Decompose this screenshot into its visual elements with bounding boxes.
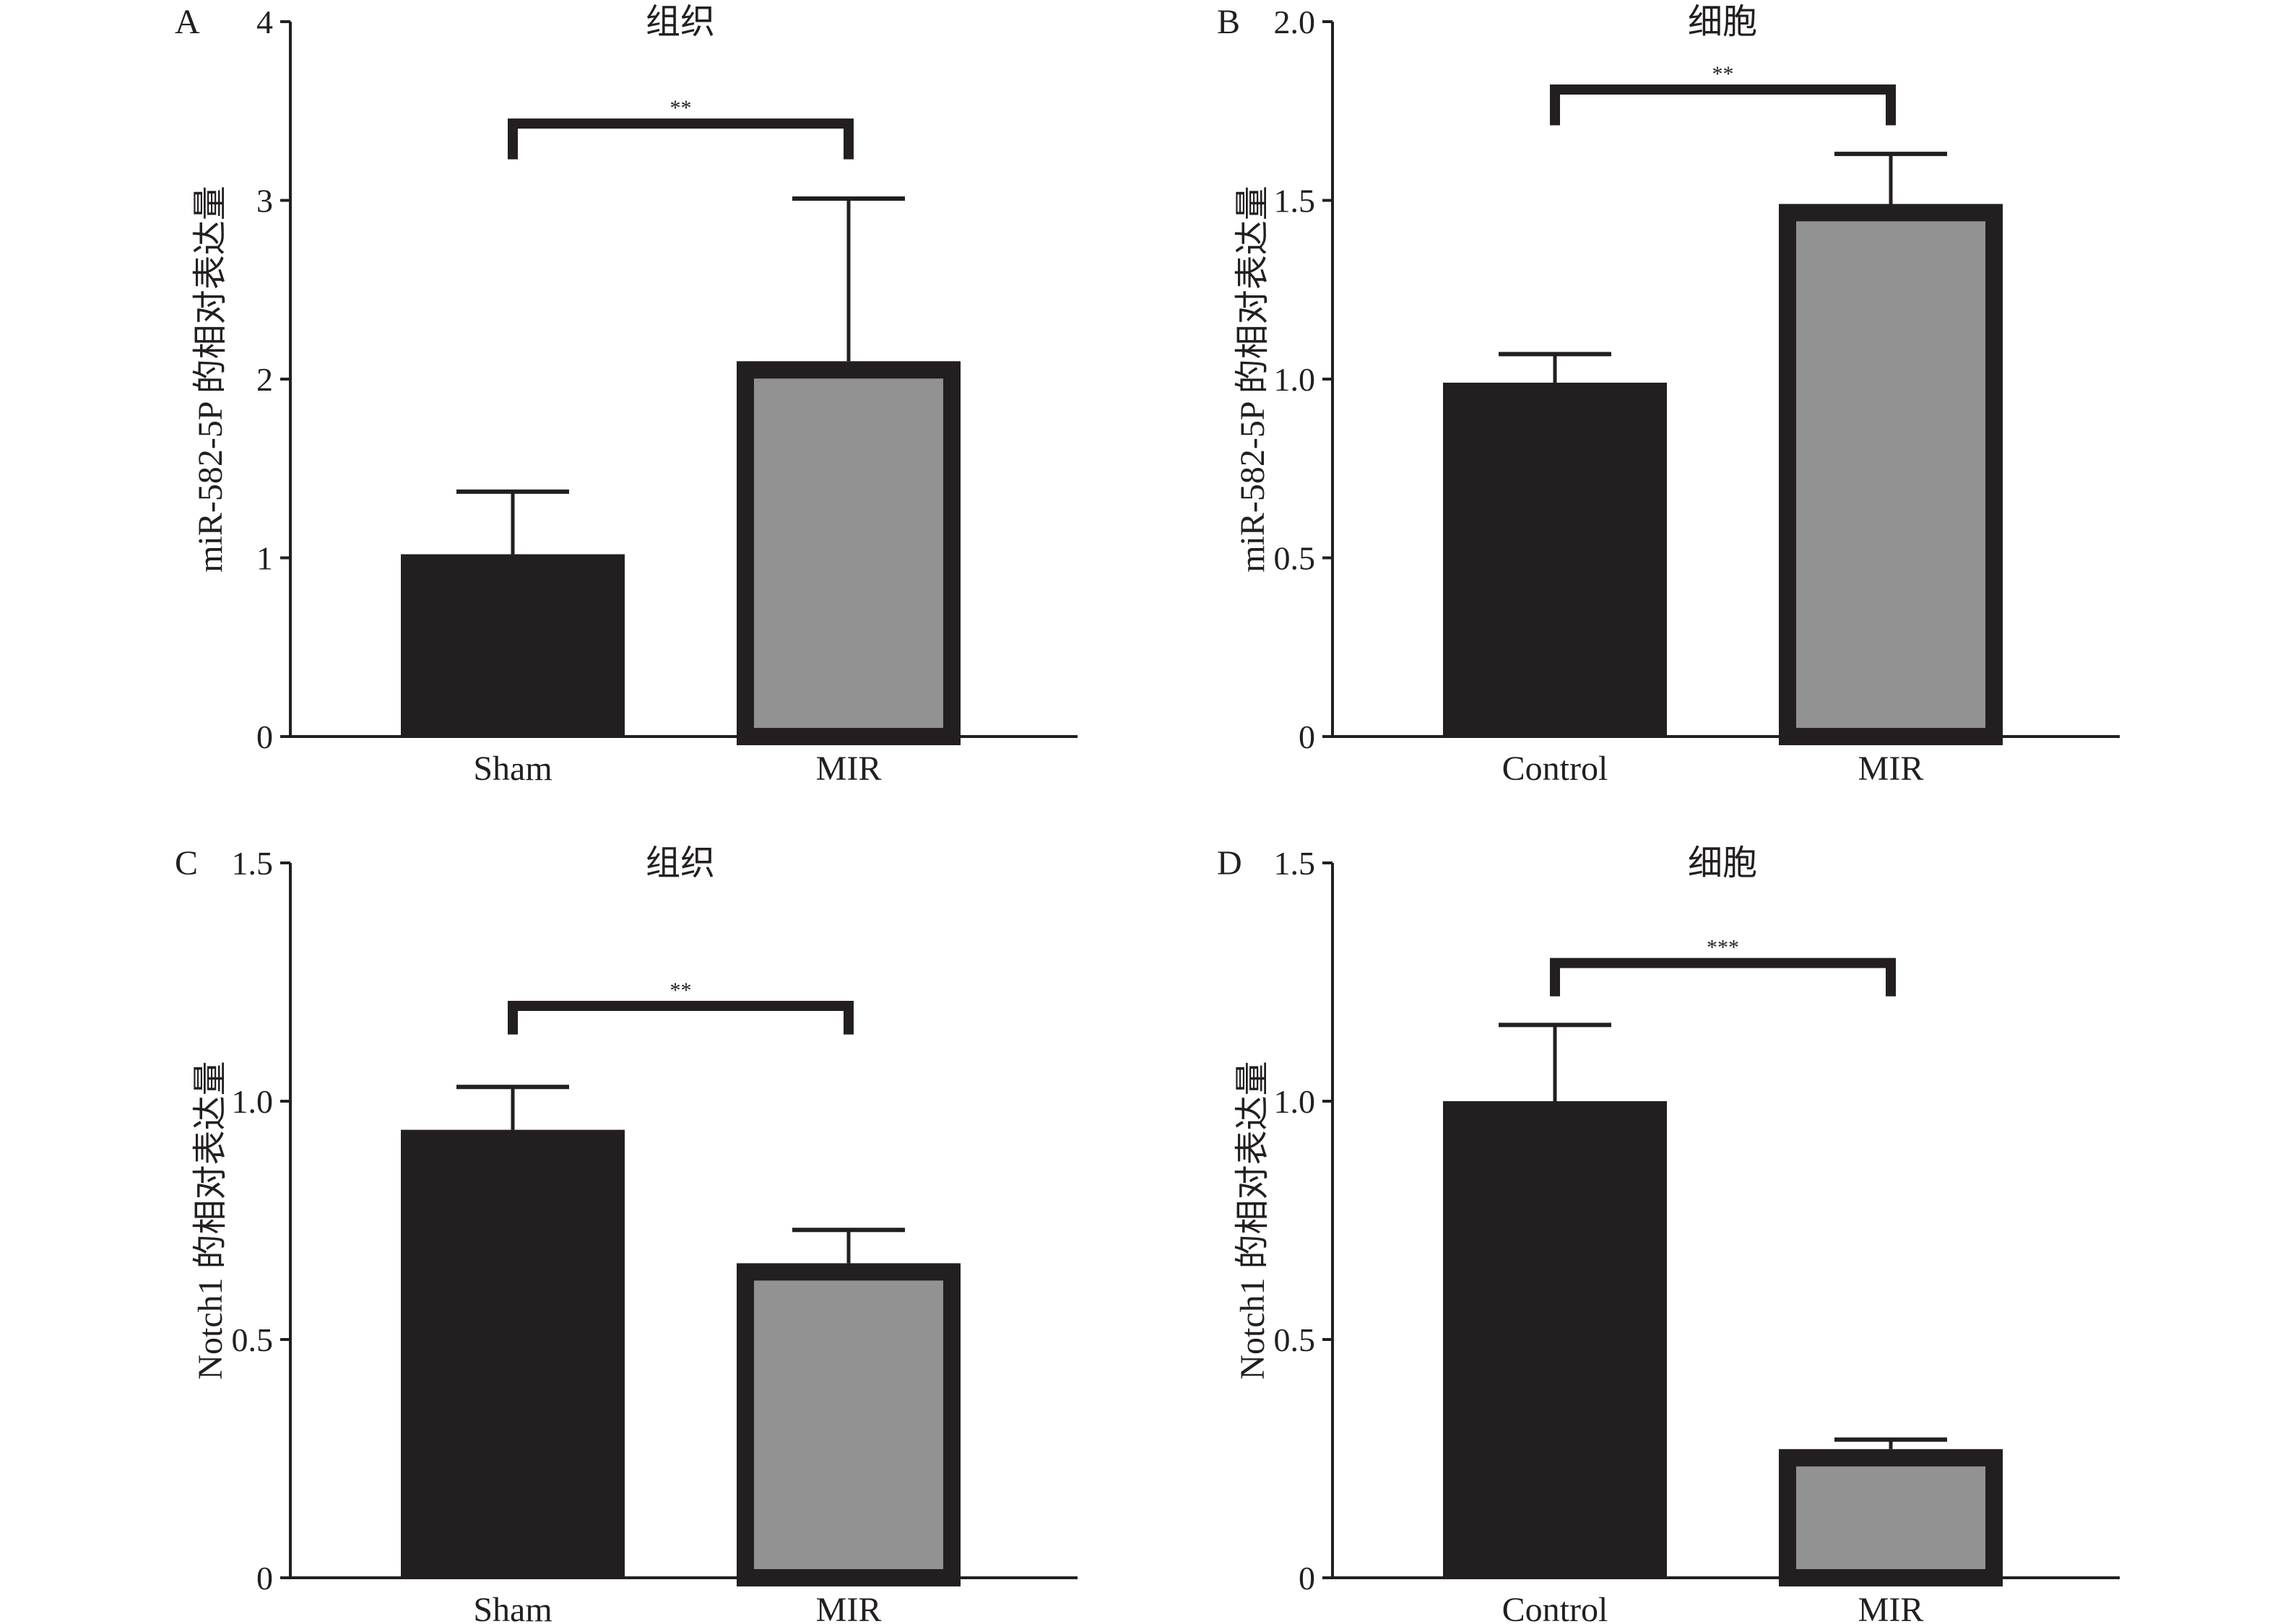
x-tick-label: Sham	[473, 1591, 552, 1624]
chart-title: 组织	[646, 844, 715, 882]
x-tick-label: Control	[1502, 1591, 1608, 1624]
y-tick-label: 0.5	[1274, 540, 1316, 577]
y-axis-label: miR-582-5P 的相对表达量	[1234, 186, 1272, 573]
x-tick-label: MIR	[816, 1591, 882, 1624]
significance-bracket	[508, 1001, 854, 1035]
y-tick-label: 1	[256, 540, 273, 577]
panel-letter: B	[1217, 3, 1240, 41]
bar-mir	[1779, 204, 2003, 745]
y-tick-label: 1.5	[1274, 183, 1316, 220]
bar-sham	[401, 1129, 625, 1578]
significance-label: ***	[1707, 936, 1739, 960]
y-tick-label: 1.0	[232, 1083, 274, 1120]
chart-title: 细胞	[1688, 844, 1757, 882]
panel-letter: D	[1217, 844, 1242, 882]
panel-c: C 组织 Notch1 的相对表达量 0 0.5 1.0 1.5 Sham MIR **	[175, 844, 1078, 1624]
significance-bracket	[1550, 84, 1896, 126]
y-tick-label: 1.0	[1274, 361, 1316, 398]
panel-b: B 细胞 miR-582-5P 的相对表达量 0 0.5 1.0 1.5 2.0 Control…	[1217, 3, 2120, 788]
x-tick-label: Sham	[473, 750, 552, 788]
significance-label: **	[1712, 62, 1734, 86]
significance-label: **	[670, 978, 692, 1002]
y-tick-label: 0.5	[232, 1321, 274, 1358]
bar-mir	[1779, 1449, 2003, 1587]
y-tick-label: 2	[256, 361, 273, 398]
bar-mir	[737, 361, 961, 745]
y-axis-label: miR-582-5P 的相对表达量	[191, 186, 230, 573]
bar-control	[1443, 1101, 1667, 1578]
y-tick-label: 2.0	[1274, 4, 1316, 40]
y-tick-label: 4	[256, 4, 273, 40]
y-tick-label: 1.5	[232, 845, 274, 882]
y-tick-label: 0.5	[1274, 1321, 1316, 1358]
bar-control	[1443, 382, 1667, 737]
significance-bracket	[1550, 958, 1896, 996]
y-tick-label: 3	[256, 183, 273, 220]
panel-letter: A	[175, 3, 200, 41]
y-axis-label: Notch1 的相对表达量	[1234, 1061, 1272, 1379]
panel-letter: C	[175, 844, 198, 882]
bar-mir	[737, 1263, 961, 1587]
y-tick-label: 0	[1299, 1560, 1315, 1597]
x-tick-label: MIR	[1858, 1591, 1924, 1624]
y-tick-label: 0	[256, 1560, 273, 1597]
bar-sham	[401, 554, 625, 737]
chart-title: 细胞	[1688, 3, 1757, 41]
y-tick-label: 1.0	[1274, 1083, 1316, 1120]
y-tick-label: 0	[256, 718, 273, 755]
x-tick-label: MIR	[1858, 750, 1924, 788]
panel-d: D 细胞 Notch1 的相对表达量 0 0.5 1.0 1.5 Control MIR ***	[1217, 844, 2120, 1624]
y-axis-label: Notch1 的相对表达量	[191, 1061, 230, 1379]
significance-bracket	[508, 118, 854, 160]
x-tick-label: MIR	[816, 750, 882, 788]
significance-label: **	[670, 96, 692, 120]
x-tick-label: Control	[1502, 750, 1608, 788]
y-tick-label: 0	[1299, 718, 1315, 755]
chart-title: 组织	[646, 3, 715, 41]
panel-a: A 组织 miR-582-5P 的相对表达量 0 1 2 3 4 Sham MIR **	[175, 3, 1078, 788]
y-tick-label: 1.5	[1274, 845, 1316, 882]
